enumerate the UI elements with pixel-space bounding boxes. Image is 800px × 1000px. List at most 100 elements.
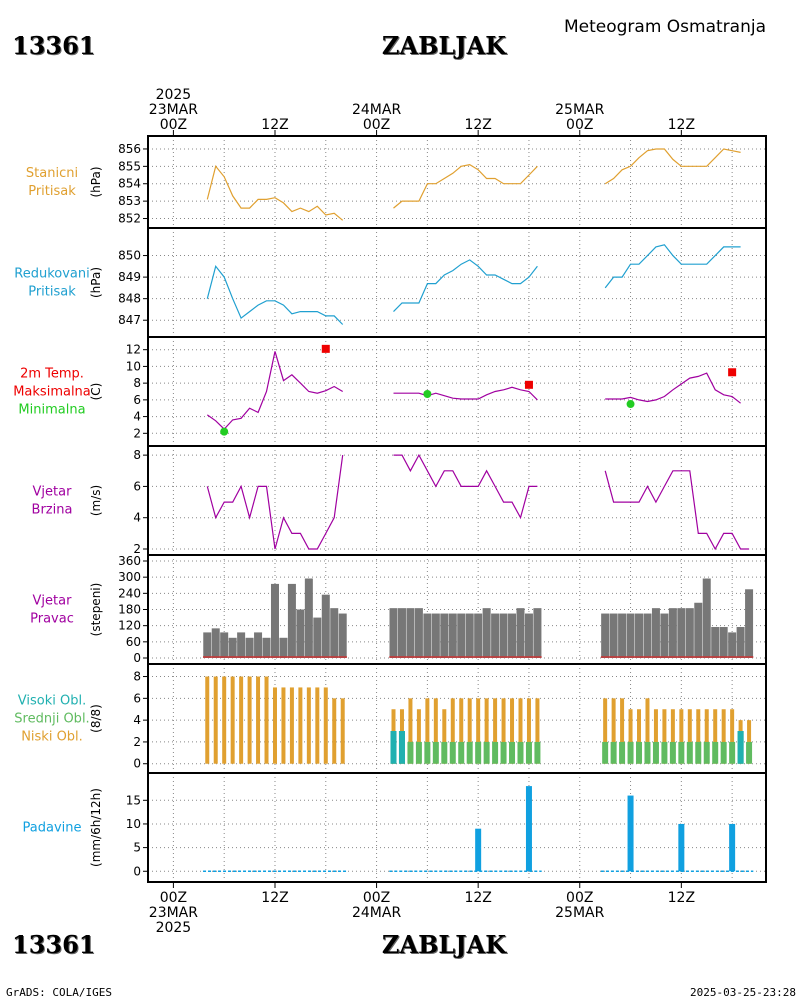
temp-max-marker bbox=[728, 368, 737, 377]
data-bar bbox=[203, 632, 212, 658]
series-line bbox=[393, 259, 538, 313]
series-line bbox=[393, 163, 538, 209]
data-bar bbox=[281, 687, 286, 764]
bottom-time-label: 2025 bbox=[156, 920, 192, 936]
data-bar bbox=[704, 709, 709, 764]
panel-label: Stanicni bbox=[26, 166, 78, 181]
y-tick-label: 0 bbox=[133, 651, 141, 665]
data-bar bbox=[425, 698, 430, 764]
data-bar bbox=[245, 637, 254, 658]
data-bar bbox=[643, 613, 652, 658]
data-bar bbox=[441, 741, 448, 764]
data-bar bbox=[651, 608, 660, 658]
panel-frame bbox=[147, 772, 767, 883]
data-bar bbox=[270, 583, 279, 658]
data-bar bbox=[442, 709, 447, 764]
data-bar bbox=[729, 823, 736, 872]
y-tick-label: 850 bbox=[118, 249, 141, 263]
data-bar bbox=[424, 741, 431, 764]
data-bar bbox=[652, 741, 659, 764]
panel-frame bbox=[147, 445, 767, 556]
data-bar bbox=[653, 709, 658, 764]
data-bar bbox=[465, 613, 474, 658]
data-bar bbox=[660, 613, 669, 658]
data-bar bbox=[264, 676, 269, 764]
series-line bbox=[604, 148, 741, 185]
data-bar bbox=[499, 613, 508, 658]
data-bar bbox=[635, 613, 644, 658]
data-bar bbox=[677, 608, 686, 658]
y-tick-label: 0 bbox=[133, 757, 141, 771]
timestamp-text: 2025-03-25-23:28 bbox=[690, 986, 796, 999]
data-bar bbox=[662, 709, 667, 764]
panel-label: Visoki Obl. bbox=[18, 694, 86, 709]
data-bar bbox=[475, 741, 482, 764]
y-tick-label: 853 bbox=[118, 194, 141, 208]
data-bar bbox=[637, 709, 642, 764]
panel-station_pressure: 852 853 854 855 856 (hPa) Stanicni Pritisak bbox=[26, 135, 767, 229]
data-bar bbox=[298, 687, 303, 764]
y-tick-label: 6 bbox=[133, 691, 141, 705]
data-bar bbox=[492, 741, 499, 764]
top-time-label: 12Z bbox=[464, 117, 491, 133]
y-tick-label: 4 bbox=[133, 713, 141, 727]
top-time-label: 25MAR bbox=[555, 102, 604, 118]
top-time-label: 24MAR bbox=[352, 102, 401, 118]
y-tick-label: 120 bbox=[118, 619, 141, 633]
data-bar bbox=[476, 698, 481, 764]
data-bar bbox=[628, 709, 633, 764]
station-id-top: 13361 bbox=[12, 31, 96, 60]
data-bar bbox=[720, 741, 727, 764]
data-bar bbox=[467, 698, 472, 764]
y-axis-label: (8/8) bbox=[89, 704, 103, 733]
temp-min-marker bbox=[626, 400, 635, 409]
data-bar bbox=[695, 741, 702, 764]
data-bar bbox=[289, 687, 294, 764]
data-bar bbox=[466, 741, 473, 764]
data-bar bbox=[508, 613, 517, 658]
panel-label: Vjetar bbox=[33, 594, 73, 609]
data-bar bbox=[509, 741, 516, 764]
data-bar bbox=[414, 608, 423, 658]
y-tick-label: 360 bbox=[118, 554, 141, 568]
station-name-top: ZABLJAK bbox=[382, 31, 507, 60]
panel-clouds: 0 2 4 6 8 (8/8)Visoki Obl. Srednji Obl. Niski O… bbox=[14, 663, 767, 774]
data-bar bbox=[247, 676, 252, 764]
series-line bbox=[605, 372, 741, 404]
panel-temperature: 2 4 6 8 10 12 (C) 2m Temp. Maksimalna Minimalna bbox=[13, 336, 767, 447]
y-tick-label: 2 bbox=[133, 735, 141, 749]
panel-label: Maksimalna bbox=[13, 385, 91, 400]
data-bar bbox=[459, 698, 464, 764]
y-tick-label: 5 bbox=[133, 841, 141, 855]
data-bar bbox=[729, 741, 736, 764]
data-bar bbox=[524, 613, 533, 658]
panel-label: Niski Obl. bbox=[21, 730, 83, 745]
data-bar bbox=[510, 698, 515, 764]
data-bar bbox=[627, 741, 634, 764]
data-bar bbox=[340, 698, 345, 764]
y-axis-label: (stepeni) bbox=[89, 583, 103, 637]
data-bar bbox=[304, 578, 313, 658]
panel-label: Pritisak bbox=[28, 184, 76, 199]
data-bar bbox=[296, 609, 305, 658]
data-bar bbox=[626, 613, 635, 658]
data-bar bbox=[230, 676, 235, 764]
data-bar bbox=[279, 637, 288, 658]
bottom-time-label: 23MAR bbox=[149, 905, 198, 921]
y-tick-label: 4 bbox=[133, 410, 141, 424]
top-time-label: 23MAR bbox=[149, 102, 198, 118]
data-bar bbox=[711, 627, 720, 658]
data-bar bbox=[703, 741, 710, 764]
data-bar bbox=[493, 698, 498, 764]
series-line bbox=[206, 455, 344, 550]
y-tick-label: 15 bbox=[126, 793, 141, 807]
data-bar bbox=[213, 676, 218, 764]
data-bar bbox=[287, 583, 296, 658]
data-bar bbox=[694, 602, 703, 658]
credit-text: GrADS: COLA/IGES bbox=[6, 986, 112, 999]
y-tick-label: 2 bbox=[133, 542, 141, 556]
panel-wind_direction: 0 60 120 180 240 300 360 (stepeni) Vjetar Pravac bbox=[30, 554, 767, 665]
data-bar bbox=[416, 709, 421, 764]
data-bar bbox=[603, 698, 608, 764]
data-bar bbox=[450, 698, 455, 764]
